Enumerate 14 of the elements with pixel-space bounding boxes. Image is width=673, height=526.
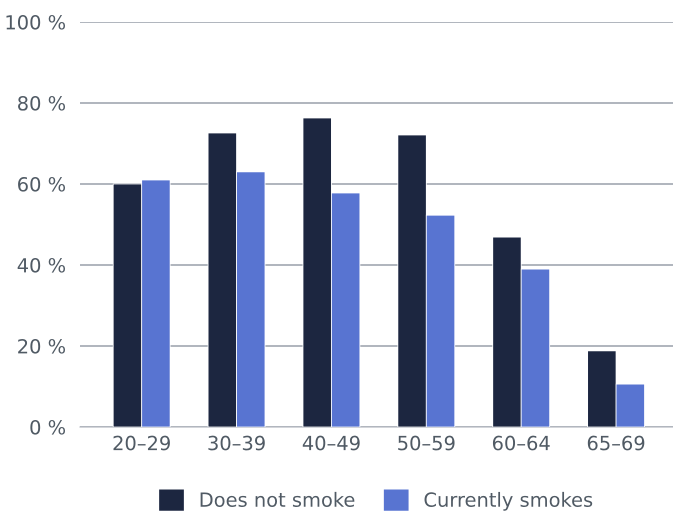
y-tick-label: 0 % (30, 420, 66, 435)
legend-label: Does not smoke (200, 492, 354, 507)
y-tick-label: 100 % (6, 14, 66, 30)
x-tick-label: 60–64 (492, 436, 550, 450)
y-tick-label: 80 % (18, 96, 66, 111)
y-tick-label: 40 % (18, 258, 66, 273)
y-tick-label: 20 % (18, 338, 66, 354)
y-tick-label: 60 % (18, 176, 66, 192)
x-tick-label: 50–59 (398, 436, 455, 450)
x-tick-label: 20–29 (113, 436, 170, 450)
legend-label: Currently smokes (424, 492, 592, 511)
x-tick-label: 65–69 (588, 436, 644, 450)
x-tick-label: 30–39 (208, 436, 265, 450)
x-tick-label: 40–49 (302, 436, 360, 450)
